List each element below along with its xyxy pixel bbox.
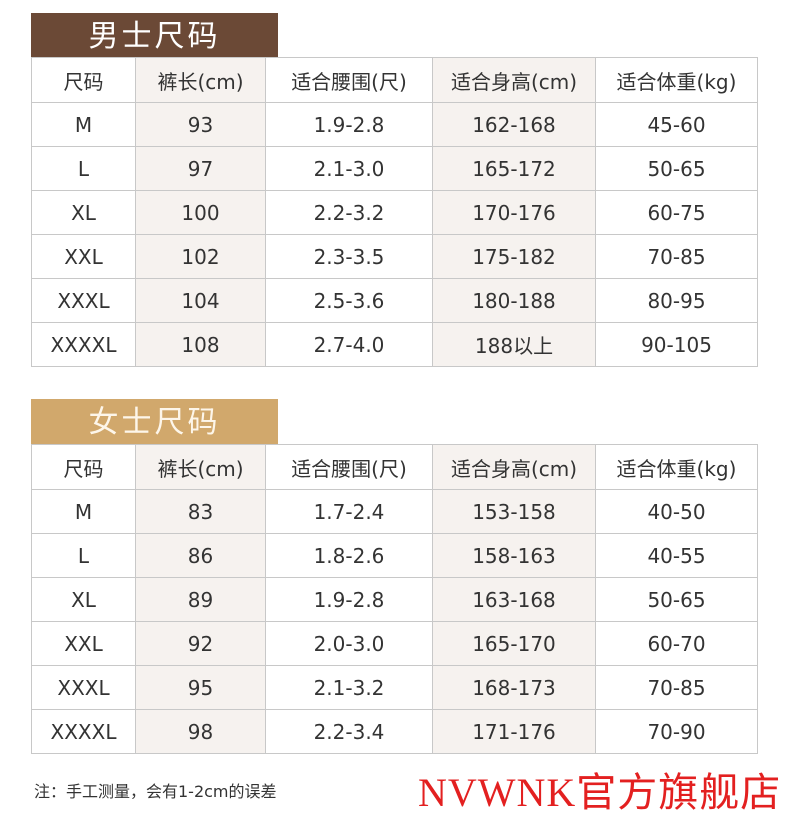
- table-cell: 2.5-3.6: [265, 278, 433, 323]
- table-cell: L: [31, 533, 136, 578]
- table-cell: 92: [135, 621, 266, 666]
- table-cell: XL: [31, 190, 136, 235]
- column-header: 适合身高(cm): [432, 444, 596, 490]
- table-cell: M: [31, 489, 136, 534]
- column-header: 裤长(cm): [135, 444, 266, 490]
- men-size-table: 尺码 裤长(cm) 适合腰围(尺) 适合身高(cm) 适合体重(kg) M 93 1.9-2.…: [31, 57, 758, 367]
- table-cell: XL: [31, 577, 136, 622]
- table-cell: XXL: [31, 234, 136, 279]
- table-cell: 2.1-3.2: [265, 665, 433, 710]
- table-cell: M: [31, 102, 136, 147]
- table-cell: 70-90: [595, 709, 758, 754]
- table-cell: 2.0-3.0: [265, 621, 433, 666]
- table-cell: 86: [135, 533, 266, 578]
- table-row: XXL 102 2.3-3.5 175-182 70-85: [31, 234, 758, 279]
- table-cell: 93: [135, 102, 266, 147]
- table-cell: 50-65: [595, 146, 758, 191]
- table-cell: XXL: [31, 621, 136, 666]
- table-cell: 70-85: [595, 234, 758, 279]
- table-cell: 165-172: [432, 146, 596, 191]
- table-cell: L: [31, 146, 136, 191]
- column-header: 裤长(cm): [135, 57, 266, 103]
- table-cell: XXXL: [31, 278, 136, 323]
- table-cell: 175-182: [432, 234, 596, 279]
- table-cell: 163-168: [432, 577, 596, 622]
- table-row: XL 89 1.9-2.8 163-168 50-65: [31, 577, 758, 622]
- table-cell: 95: [135, 665, 266, 710]
- table-cell: 83: [135, 489, 266, 534]
- column-header: 尺码: [31, 444, 136, 490]
- table-cell: 108: [135, 322, 266, 367]
- table-cell: 2.7-4.0: [265, 322, 433, 367]
- column-header: 适合腰围(尺): [265, 57, 433, 103]
- table-cell: 60-75: [595, 190, 758, 235]
- table-cell: 104: [135, 278, 266, 323]
- table-row: L 86 1.8-2.6 158-163 40-55: [31, 533, 758, 578]
- table-cell: 100: [135, 190, 266, 235]
- measurement-note: 注：手工测量，会有1-2cm的误差: [34, 782, 277, 801]
- column-header: 适合身高(cm): [432, 57, 596, 103]
- table-cell: 89: [135, 577, 266, 622]
- men-size-title: 男士尺码: [31, 13, 278, 58]
- table-cell: 168-173: [432, 665, 596, 710]
- table-cell: 2.2-3.2: [265, 190, 433, 235]
- table-row: L 97 2.1-3.0 165-172 50-65: [31, 146, 758, 191]
- column-header: 适合腰围(尺): [265, 444, 433, 490]
- table-cell: 60-70: [595, 621, 758, 666]
- table-cell: XXXXL: [31, 322, 136, 367]
- column-header: 适合体重(kg): [595, 444, 758, 490]
- table-cell: 97: [135, 146, 266, 191]
- table-cell: 2.1-3.0: [265, 146, 433, 191]
- table-cell: XXXXL: [31, 709, 136, 754]
- column-header: 适合体重(kg): [595, 57, 758, 103]
- table-cell: 98: [135, 709, 266, 754]
- table-cell: 188以上: [432, 322, 596, 367]
- table-cell: 158-163: [432, 533, 596, 578]
- table-cell: 1.8-2.6: [265, 533, 433, 578]
- table-cell: 1.7-2.4: [265, 489, 433, 534]
- table-cell: 70-85: [595, 665, 758, 710]
- header-row: 尺码 裤长(cm) 适合腰围(尺) 适合身高(cm) 适合体重(kg): [31, 444, 758, 490]
- table-cell: 171-176: [432, 709, 596, 754]
- table-row: XL 100 2.2-3.2 170-176 60-75: [31, 190, 758, 235]
- table-cell: 2.2-3.4: [265, 709, 433, 754]
- table-cell: 1.9-2.8: [265, 577, 433, 622]
- table-cell: 170-176: [432, 190, 596, 235]
- table-row: XXXXL 98 2.2-3.4 171-176 70-90: [31, 709, 758, 754]
- table-row: XXL 92 2.0-3.0 165-170 60-70: [31, 621, 758, 666]
- women-size-table: 尺码 裤长(cm) 适合腰围(尺) 适合身高(cm) 适合体重(kg) M 83 1.7-2.…: [31, 444, 758, 754]
- table-cell: 180-188: [432, 278, 596, 323]
- table-row: M 93 1.9-2.8 162-168 45-60: [31, 102, 758, 147]
- table-row: XXXXL 108 2.7-4.0 188以上 90-105: [31, 322, 758, 367]
- table-cell: XXXL: [31, 665, 136, 710]
- table-row: XXXL 104 2.5-3.6 180-188 80-95: [31, 278, 758, 323]
- table-cell: 80-95: [595, 278, 758, 323]
- table-row: XXXL 95 2.1-3.2 168-173 70-85: [31, 665, 758, 710]
- table-cell: 40-55: [595, 533, 758, 578]
- column-header: 尺码: [31, 57, 136, 103]
- table-cell: 50-65: [595, 577, 758, 622]
- table-cell: 90-105: [595, 322, 758, 367]
- women-size-title: 女士尺码: [31, 399, 278, 444]
- table-cell: 165-170: [432, 621, 596, 666]
- table-cell: 1.9-2.8: [265, 102, 433, 147]
- table-cell: 45-60: [595, 102, 758, 147]
- table-cell: 162-168: [432, 102, 596, 147]
- table-cell: 2.3-3.5: [265, 234, 433, 279]
- table-cell: 153-158: [432, 489, 596, 534]
- table-row: M 83 1.7-2.4 153-158 40-50: [31, 489, 758, 534]
- brand-watermark: NVWNK官方旗舰店: [418, 770, 782, 815]
- header-row: 尺码 裤长(cm) 适合腰围(尺) 适合身高(cm) 适合体重(kg): [31, 57, 758, 103]
- table-cell: 40-50: [595, 489, 758, 534]
- table-cell: 102: [135, 234, 266, 279]
